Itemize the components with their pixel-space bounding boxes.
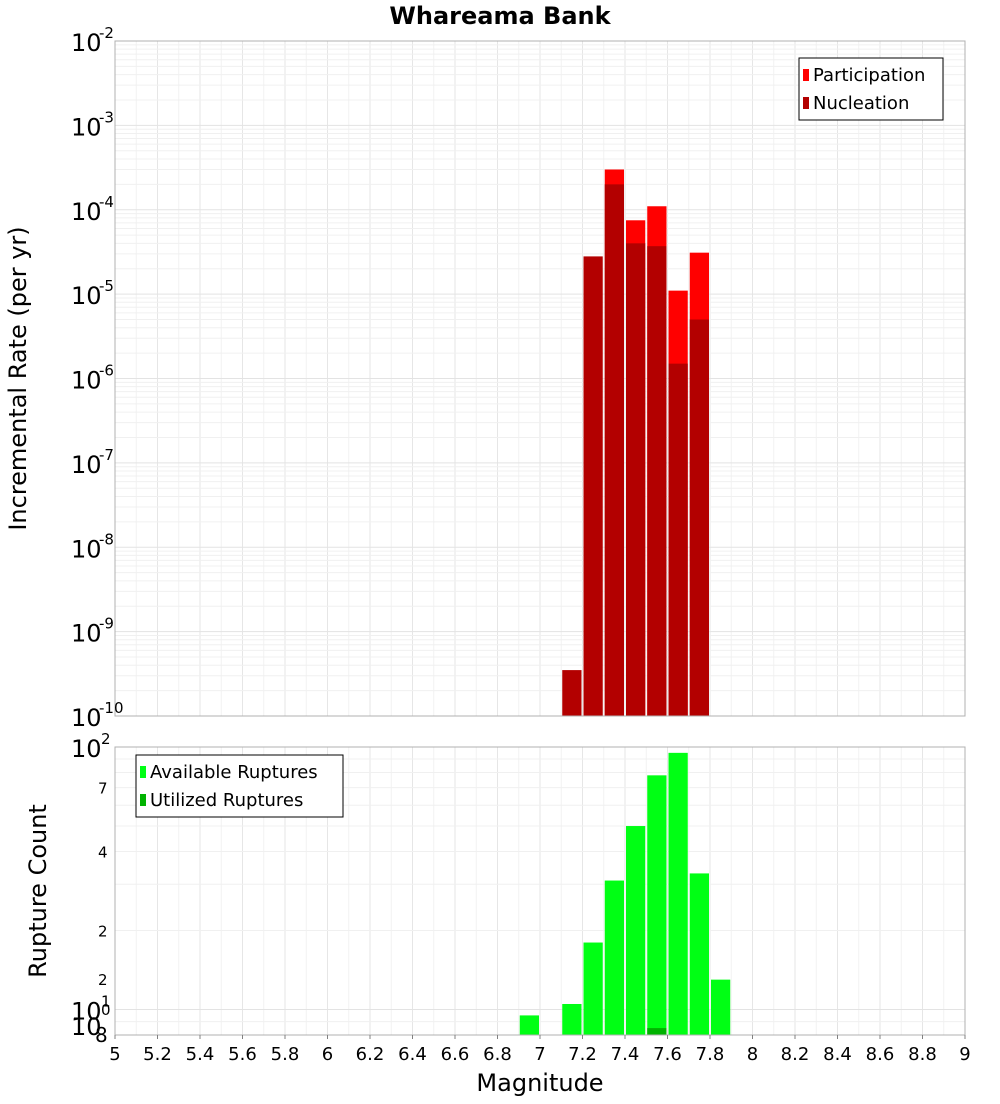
y-tick-label: 10-7 (71, 446, 114, 479)
nucleation-bar (583, 256, 603, 716)
y-tick-exponent: -6 (99, 362, 114, 380)
utilized-ruptures-legend-swatch (140, 794, 146, 806)
available-ruptures-legend-swatch (140, 766, 146, 778)
x-tick-label: 6.2 (356, 1044, 385, 1065)
nucleation-bar (668, 363, 688, 716)
y-tick-exponent: -2 (99, 24, 114, 42)
x-tick-label: 8 (747, 1044, 758, 1065)
available-ruptures-bar (711, 979, 731, 1035)
participation-legend-swatch (803, 69, 809, 81)
x-tick-label: 8.2 (781, 1044, 810, 1065)
x-tick-label: 7.8 (696, 1044, 725, 1065)
y-tick-label: 10-3 (71, 108, 114, 141)
rate-panel: 10-1010-910-810-710-610-510-410-310-2Inc… (4, 24, 966, 732)
x-tick-label: 8.6 (866, 1044, 895, 1065)
available-ruptures-bar (626, 826, 646, 1035)
y-tick-label: 10-9 (71, 615, 114, 648)
y-tick-label: 8 (95, 1023, 108, 1047)
x-tick-label: 5 (109, 1044, 120, 1065)
y-tick-label: 10 2 (71, 730, 111, 763)
y-tick-exponent: -4 (99, 193, 114, 211)
y-tick-label: 10-6 (71, 362, 114, 395)
y-tick-base: 10 (71, 367, 102, 395)
y-tick-base: 10 (71, 1013, 102, 1041)
y-tick-label: 10-8 (71, 530, 114, 563)
x-tick-label: 6.6 (441, 1044, 470, 1065)
x-tick-label: 6 (322, 1044, 333, 1065)
nucleation-bar (689, 319, 709, 716)
y-tick-exponent: 1 (101, 993, 111, 1011)
nucleation-bar (604, 184, 624, 717)
y-minor-tick-label: 7 (98, 780, 108, 798)
rate-frame (114, 40, 966, 717)
y-tick-base: 10 (71, 29, 102, 57)
utilized-ruptures-bar (647, 1028, 667, 1035)
y-tick-exponent: -10 (99, 699, 124, 717)
nucleation-legend-swatch (803, 97, 809, 109)
y-tick-exponent: -5 (99, 277, 114, 295)
y-tick-base: 10 (71, 198, 102, 226)
nucleation-bar (562, 670, 582, 716)
x-axis-title: Magnitude (476, 1069, 603, 1097)
y-tick-label: 10-10 (71, 699, 124, 732)
y-minor-tick-label: 4 (98, 843, 108, 861)
y-tick-base: 10 (71, 451, 102, 479)
y-tick-exponent: -8 (99, 530, 114, 548)
available-ruptures-bar (519, 1015, 539, 1035)
nucleation-legend-label: Nucleation (813, 93, 909, 114)
x-tick-label: 7.4 (611, 1044, 640, 1065)
y-tick-exponent: -9 (99, 615, 114, 633)
available-ruptures-bar (562, 1003, 582, 1035)
available-ruptures-bar (689, 873, 709, 1035)
x-tick-label: 7 (534, 1044, 545, 1065)
y-tick-exponent: -3 (99, 108, 114, 126)
y-tick-base: 10 (71, 535, 102, 563)
available-ruptures-bar (647, 775, 667, 1035)
x-tick-label: 5.2 (143, 1044, 172, 1065)
y-tick-base: 10 (71, 998, 102, 1026)
available-ruptures-bar (604, 880, 624, 1035)
nucleation-bar (647, 246, 667, 716)
available-ruptures-legend-label: Available Ruptures (150, 762, 318, 783)
rate-legend-box (798, 57, 944, 121)
x-tick-label: 5.4 (186, 1044, 215, 1065)
y-tick-label: 10-4 (71, 193, 114, 226)
x-tick-label: 5.6 (228, 1044, 257, 1065)
y-minor-tick-label: 2 (98, 971, 108, 989)
y-tick-base: 10 (71, 282, 102, 310)
y-tick-exponent: 0 (101, 1001, 111, 1019)
y-tick-label: 10-5 (71, 277, 114, 310)
x-tick-label: 6.4 (398, 1044, 427, 1065)
y-tick-exponent: 2 (101, 730, 111, 748)
chart-title: Whareama Bank (389, 2, 611, 30)
available-ruptures-bar (583, 942, 603, 1035)
participation-legend-label: Participation (813, 65, 925, 86)
y-axis-title-rate: Incremental Rate (per yr) (4, 226, 32, 530)
x-tick-label: 8.4 (823, 1044, 852, 1065)
y-tick-base: 10 (71, 113, 102, 141)
count-legend-box (135, 754, 344, 818)
available-ruptures-bar (668, 752, 688, 1035)
y-tick-label: 10 1 (71, 993, 111, 1026)
x-tick-label: 9 (959, 1044, 970, 1065)
y-tick-base: 10 (71, 735, 102, 763)
y-minor-tick-label: 2 (98, 923, 108, 941)
y-tick-base: 10 (71, 704, 102, 732)
y-tick-exponent: -7 (99, 446, 114, 464)
y-tick-base: 10 (71, 620, 102, 648)
y-axis-title-count: Rupture Count (24, 804, 52, 978)
x-tick-label: 7.2 (568, 1044, 597, 1065)
x-tick-label: 8.8 (908, 1044, 937, 1065)
x-tick-label: 6.8 (483, 1044, 512, 1065)
utilized-ruptures-legend-label: Utilized Ruptures (150, 790, 303, 811)
x-tick-label: 5.8 (271, 1044, 300, 1065)
y-tick-label: 10-2 (71, 24, 114, 57)
nucleation-bar (626, 243, 646, 717)
x-tick-label: 7.6 (653, 1044, 682, 1065)
